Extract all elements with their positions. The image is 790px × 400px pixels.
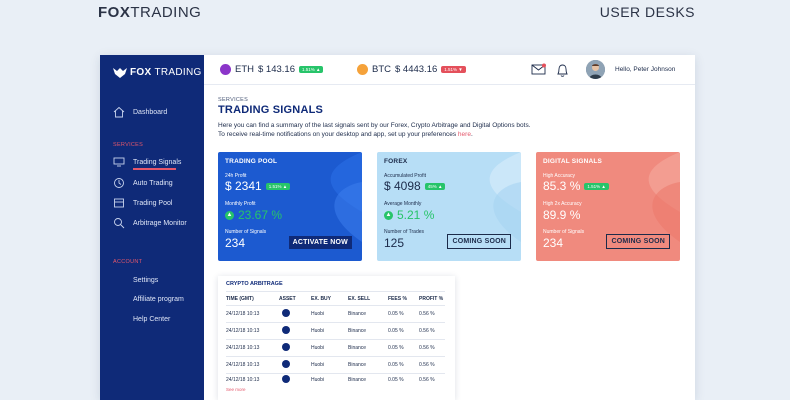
eth-change-badge: 1.51% ▲	[298, 66, 324, 73]
card-value: 89.9 %	[543, 208, 581, 222]
card-label: Average Monthly	[384, 201, 422, 207]
active-indicator	[133, 168, 176, 170]
auto-trading-icon	[114, 178, 124, 188]
divider	[226, 305, 445, 306]
card-label: High 2x Accuracy	[543, 201, 582, 207]
arrow-up-icon: ▲	[384, 210, 393, 220]
asset-coin-icon	[282, 326, 290, 334]
page-description: Here you can find a summary of the last …	[218, 122, 531, 138]
sidebar-item-dashboard[interactable]: Dashboard	[113, 106, 167, 118]
crypto-arbitrage-panel: CRYPTO ARBITRAGE TIME (GMT) ASSET EX. BU…	[218, 276, 455, 400]
table-row[interactable]: 24/12/18 10:13 Huobi Binance 0.05 % 0.56…	[226, 309, 435, 317]
change-badge: 45% ▲	[424, 182, 446, 190]
divider	[226, 356, 445, 357]
table-row[interactable]: 24/12/18 10:13 Huobi Binance 0.05 % 0.56…	[226, 360, 435, 368]
column-header: PROFIT %	[419, 296, 444, 302]
btc-change-badge: 1.51% ▼	[441, 66, 466, 73]
forex-card: FOREX Accumulated Profit $ 4098 45% ▲ Ave…	[377, 152, 521, 261]
coming-soon-button[interactable]: COMING SOON	[606, 234, 670, 249]
section-title: USER DESKS	[599, 4, 695, 20]
divider	[226, 373, 445, 374]
sidebar-item-affiliate[interactable]: Affiliate program	[133, 296, 184, 303]
fox-icon	[113, 67, 127, 78]
card-value: 234	[225, 236, 246, 250]
card-value-growth: ▲ 5.21 %	[384, 208, 435, 222]
asset-coin-icon	[282, 309, 290, 317]
sidebar-logo[interactable]: FOX TRADING	[113, 67, 202, 78]
sidebar-item-settings[interactable]: Settings	[133, 277, 159, 284]
card-label: Number of Signals	[543, 229, 585, 235]
sidebar-item-trading-pool[interactable]: Trading Pool	[113, 197, 172, 209]
card-title: TRADING POOL	[225, 158, 278, 165]
card-title: FOREX	[384, 158, 408, 165]
account-section-label: ACCOUNT	[113, 259, 143, 265]
user-greeting[interactable]: Hello, Peter Johnson	[615, 66, 676, 73]
card-title: DIGITAL SIGNALS	[543, 158, 603, 165]
eth-ticker[interactable]: ETH $ 143.16 1.51% ▲	[220, 64, 324, 75]
column-header: ASSET	[279, 296, 296, 302]
btc-ticker[interactable]: BTC $ 4443.16 1.51% ▼	[357, 64, 466, 75]
card-wave-decoration	[648, 152, 680, 242]
top-bar	[204, 55, 695, 85]
asset-coin-icon	[282, 360, 290, 368]
mail-icon[interactable]	[531, 63, 546, 76]
signal-icon	[113, 157, 125, 167]
table-row[interactable]: 24/12/18 10:13 Huobi Binance 0.05 % 0.56…	[226, 343, 435, 351]
column-header: TIME (GMT)	[226, 296, 254, 302]
card-label: Accumulated Profit	[384, 173, 426, 179]
card-value: 234	[543, 236, 564, 250]
panel-title: CRYPTO ARBITRAGE	[226, 281, 283, 287]
card-value: $ 4098 45% ▲	[384, 179, 446, 193]
table-row[interactable]: 24/12/18 10:13 Huobi Binance 0.05 % 0.56…	[226, 375, 435, 383]
eth-icon	[220, 64, 231, 75]
sidebar-item-trading-signals[interactable]: Trading Signals	[113, 156, 181, 168]
sidebar: FOX TRADING Dashboard SERVICES Trading Si…	[100, 55, 204, 400]
divider	[226, 291, 445, 292]
column-header: FEES %	[388, 296, 407, 302]
home-icon	[113, 106, 125, 118]
avatar[interactable]	[586, 60, 605, 79]
arrow-up-icon: ▲	[225, 210, 234, 220]
coming-soon-button[interactable]: COMING SOON	[447, 234, 511, 249]
card-value: $ 2341 1.51% ▲	[225, 179, 291, 193]
card-value: 85.3 % 1.51% ▲	[543, 179, 609, 193]
trading-pool-card: TRADING POOL 24h Profit $ 2341 1.51% ▲ Mo…	[218, 152, 362, 261]
btc-icon	[357, 64, 368, 75]
activate-now-button[interactable]: ACTIVATE NOW	[288, 236, 352, 249]
card-label: Monthly Profit	[225, 201, 256, 207]
sidebar-item-arbitrage-monitor[interactable]: Arbitrage Monitor	[113, 217, 187, 229]
pool-icon	[114, 198, 124, 208]
brand-logo: FOXTRADING	[98, 4, 202, 21]
user-avatar-icon	[586, 60, 605, 79]
card-wave-decoration	[330, 152, 362, 242]
table-row[interactable]: 24/12/18 10:13 Huobi Binance 0.05 % 0.56…	[226, 326, 435, 334]
divider	[226, 322, 445, 323]
see-more-link[interactable]: See more	[226, 387, 246, 392]
sidebar-item-help[interactable]: Help Center	[133, 316, 171, 323]
digital-signals-card: DIGITAL SIGNALS High Accuracy 85.3 % 1.51…	[536, 152, 680, 261]
column-header: EX. BUY	[311, 296, 332, 302]
preferences-link[interactable]: here	[457, 131, 471, 138]
change-badge: 1.51% ▲	[265, 182, 291, 190]
card-value-growth: ▲ 23.67 %	[225, 208, 283, 222]
column-header: EX. SELL	[348, 296, 371, 302]
services-section-label: SERVICES	[113, 142, 144, 148]
breadcrumb: SERVICES	[218, 97, 249, 103]
change-badge: 1.51% ▲	[584, 182, 609, 190]
divider	[226, 339, 445, 340]
asset-coin-icon	[282, 375, 290, 383]
monitor-icon	[114, 218, 125, 229]
card-label: Number of Signals	[225, 229, 267, 235]
card-label: 24h Profit	[225, 173, 247, 179]
card-wave-decoration	[489, 152, 521, 242]
app-window: FOX TRADING Dashboard SERVICES Trading Si…	[100, 55, 695, 400]
card-label: Number of Trades	[384, 229, 425, 235]
card-value: 125	[384, 236, 405, 250]
bell-icon[interactable]	[556, 63, 569, 78]
card-label: High Accuracy	[543, 173, 575, 179]
page-title: TRADING SIGNALS	[218, 104, 324, 116]
asset-coin-icon	[282, 343, 290, 351]
sidebar-item-auto-trading[interactable]: Auto Trading	[113, 177, 173, 189]
